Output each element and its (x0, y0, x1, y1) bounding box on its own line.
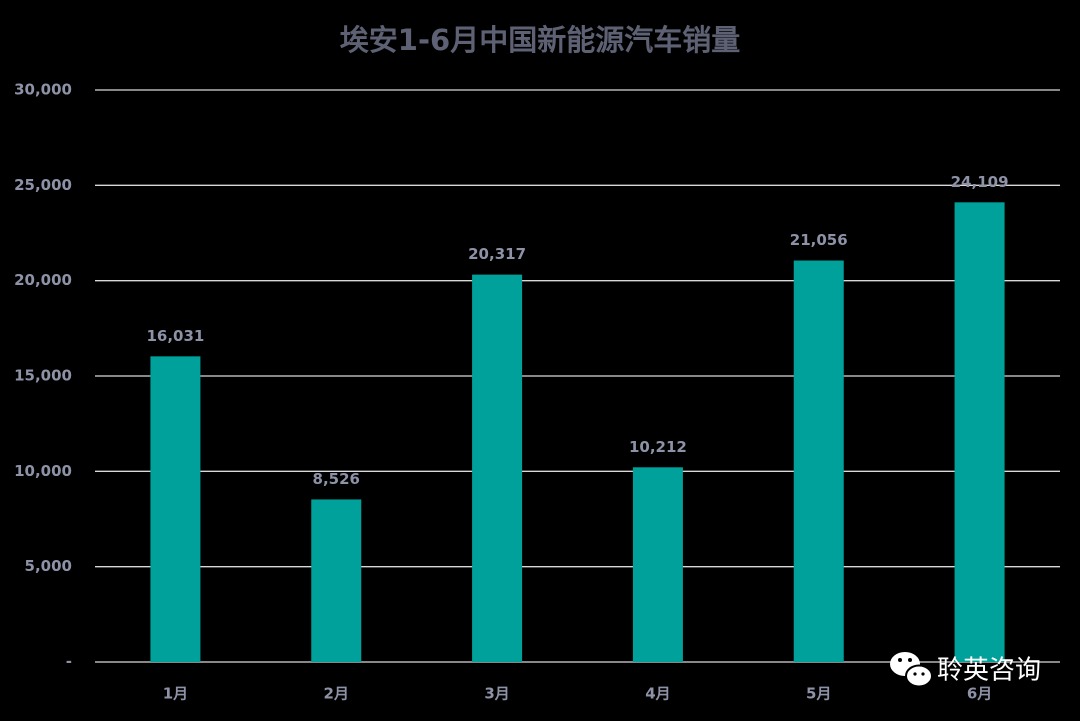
bar (311, 499, 362, 662)
y-tick-label: 25,000 (14, 176, 72, 194)
x-tick-label: 4月 (645, 685, 670, 703)
watermark: 聆英咨询 (937, 656, 1041, 686)
wechat-icon (890, 652, 933, 688)
x-tick-label: 1月 (163, 685, 188, 703)
chart-title: 埃安1-6月中国新能源汽车销量 (340, 23, 740, 57)
y-tick-label: 10,000 (14, 462, 72, 480)
data-label: 21,056 (790, 231, 848, 249)
data-label: 16,031 (146, 327, 204, 345)
y-tick-label: 15,000 (14, 367, 72, 385)
data-label: 8,526 (313, 470, 360, 488)
x-tick-label: 5月 (806, 685, 831, 703)
x-tick-label: 3月 (484, 685, 509, 703)
data-label: 20,317 (468, 245, 526, 263)
bar (150, 356, 201, 662)
x-tick-label: 2月 (324, 685, 349, 703)
bar (632, 467, 683, 662)
data-label: 10,212 (629, 438, 687, 456)
bar (472, 274, 523, 662)
bar (954, 202, 1005, 663)
bar (793, 260, 844, 662)
x-tick-label: 6月 (967, 685, 992, 703)
y-tick-label: 30,000 (14, 81, 72, 99)
y-tick-label: 5,000 (25, 557, 72, 575)
y-tick-label: - (66, 653, 72, 671)
data-label: 24,109 (951, 173, 1009, 191)
y-tick-label: 20,000 (14, 271, 72, 289)
